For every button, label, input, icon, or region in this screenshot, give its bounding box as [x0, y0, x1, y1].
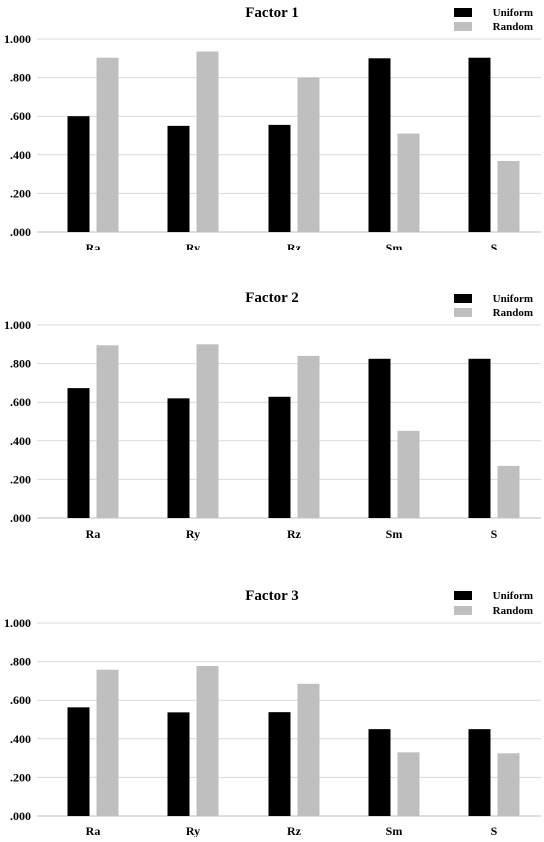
- y-tick-label: 1.000: [4, 616, 31, 630]
- bar-random-rz: [297, 683, 320, 816]
- category-label: Ry: [186, 527, 200, 541]
- chart-title: Factor 1: [245, 5, 298, 21]
- category-label: Rz: [287, 824, 302, 837]
- bar-random-s: [497, 753, 520, 816]
- bar-random-rz: [297, 77, 320, 232]
- y-tick-label: .600: [10, 109, 31, 123]
- legend-swatch-uniform: [454, 8, 472, 17]
- category-label: Sm: [386, 241, 403, 250]
- legend-swatch-random: [454, 22, 472, 31]
- bar-random-ry: [196, 51, 219, 232]
- bar-uniform-ry: [167, 125, 190, 232]
- y-tick-label: .000: [10, 809, 31, 823]
- bar-uniform-rz: [268, 712, 291, 816]
- category-label: Rz: [287, 241, 302, 250]
- legend-label-random: Random: [493, 21, 533, 33]
- bar-uniform-rz: [268, 124, 291, 232]
- chart-svg: Factor 2 .000 .200 .400 .600 .800 1.000 Ra Ry Rz S…: [4, 290, 541, 541]
- y-tick-label: .000: [10, 225, 31, 239]
- bar-uniform-ra: [67, 707, 90, 816]
- bar-uniform-ra: [67, 388, 90, 518]
- y-tick-label: .800: [10, 357, 31, 371]
- chart-svg: Factor 3 .000 .200 .400 .600 .800 1.000 Ra Ry Rz S…: [4, 588, 541, 837]
- chart-svg: Factor 1 .000 .200 .400 .600 .800 1.000 Ra Ry Rz S…: [4, 5, 541, 250]
- category-label: Ra: [86, 527, 101, 541]
- bar-uniform-s: [468, 57, 491, 232]
- factor-3-chart: Factor 3 .000 .200 .400 .600 .800 1.000 Ra Ry Rz S…: [0, 585, 544, 837]
- bar-uniform-sm: [368, 729, 391, 816]
- legend-swatch-random: [454, 606, 472, 615]
- bar-uniform-sm: [368, 358, 391, 518]
- bar-random-sm: [397, 430, 420, 518]
- category-label: Sm: [386, 824, 403, 837]
- y-tick-label: .400: [10, 148, 31, 162]
- bar-uniform-ra: [67, 116, 90, 232]
- category-label: S: [491, 241, 498, 250]
- legend-swatch-uniform: [454, 294, 472, 303]
- y-tick-label: .400: [10, 434, 31, 448]
- category-label: S: [491, 527, 498, 541]
- legend-label-random: Random: [493, 605, 533, 617]
- bar-random-sm: [397, 752, 420, 816]
- y-tick-label: .200: [10, 186, 31, 200]
- category-label: Ry: [186, 241, 200, 250]
- bar-random-ry: [196, 344, 219, 518]
- category-label: Ra: [86, 824, 101, 837]
- bar-uniform-s: [468, 729, 491, 816]
- bar-random-sm: [397, 133, 420, 232]
- legend-label-random: Random: [493, 307, 533, 319]
- y-tick-label: .600: [10, 693, 31, 707]
- category-label: Sm: [386, 527, 403, 541]
- legend-label-uniform: Uniform: [493, 7, 533, 19]
- factor-2-chart: Factor 2 .000 .200 .400 .600 .800 1.000 Ra Ry Rz S…: [0, 286, 544, 541]
- bar-random-ra: [96, 669, 119, 816]
- y-tick-label: .400: [10, 732, 31, 746]
- y-tick-label: .000: [10, 511, 31, 525]
- bar-random-s: [497, 160, 520, 232]
- category-label: Ry: [186, 824, 200, 837]
- y-tick-label: 1.000: [4, 318, 31, 332]
- y-tick-label: .800: [10, 655, 31, 669]
- bar-uniform-sm: [368, 58, 391, 232]
- y-tick-label: .200: [10, 472, 31, 486]
- factor-1-chart: Factor 1 .000 .200 .400 .600 .800 1.000 Ra Ry Rz S…: [0, 0, 544, 250]
- y-tick-label: 1.000: [4, 32, 31, 46]
- bar-random-s: [497, 465, 520, 518]
- legend-swatch-uniform: [454, 591, 472, 600]
- legend-label-uniform: Uniform: [493, 590, 533, 602]
- category-label: S: [491, 824, 498, 837]
- category-label: Ra: [86, 241, 101, 250]
- bar-random-rz: [297, 355, 320, 518]
- legend-label-uniform: Uniform: [493, 293, 533, 305]
- bar-uniform-rz: [268, 396, 291, 518]
- chart-title: Factor 3: [245, 588, 298, 604]
- bar-random-ra: [96, 57, 119, 232]
- y-tick-label: .600: [10, 395, 31, 409]
- bar-uniform-ry: [167, 398, 190, 518]
- bar-uniform-s: [468, 358, 491, 518]
- bar-random-ry: [196, 666, 219, 816]
- category-label: Rz: [287, 527, 302, 541]
- y-tick-label: .800: [10, 71, 31, 85]
- bar-uniform-ry: [167, 712, 190, 816]
- y-tick-label: .200: [10, 770, 31, 784]
- chart-title: Factor 2: [245, 290, 298, 306]
- bar-random-ra: [96, 345, 119, 518]
- legend-swatch-random: [454, 308, 472, 317]
